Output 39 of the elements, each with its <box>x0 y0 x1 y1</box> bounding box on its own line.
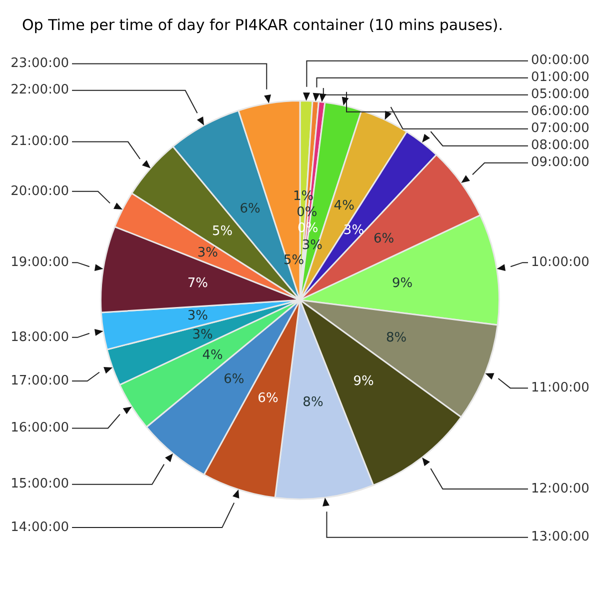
data-label: 6% <box>374 231 394 246</box>
slice-label: 11:00:00 <box>531 380 590 396</box>
data-label: 4% <box>202 348 223 363</box>
data-label: 9% <box>392 276 413 292</box>
data-label: 4% <box>334 198 354 214</box>
data-label: 6% <box>258 390 278 406</box>
slice-label: 15:00:00 <box>10 476 69 492</box>
slice-label: 06:00:00 <box>531 104 590 120</box>
slice-label: 23:00:00 <box>10 56 69 72</box>
data-label: 3% <box>187 308 208 324</box>
slice-label: 09:00:00 <box>531 155 590 170</box>
data-label: 3% <box>302 238 322 253</box>
chart-title: Op Time per time of day for PI4KAR container (10 mins pauses). <box>22 16 504 34</box>
data-label: 3% <box>197 245 218 260</box>
data-label: 5% <box>212 224 233 239</box>
slice-label: 17:00:00 <box>10 373 69 388</box>
slice-label: 20:00:00 <box>10 184 69 199</box>
slice-label: 08:00:00 <box>531 138 590 154</box>
slice-label: 07:00:00 <box>531 121 590 136</box>
slice-label: 01:00:00 <box>531 70 590 86</box>
data-label: 0% <box>296 204 318 220</box>
slice-label: 14:00:00 <box>10 520 69 535</box>
slice-label: 05:00:00 <box>531 87 590 102</box>
data-label: 6% <box>224 372 244 388</box>
data-label: 3% <box>192 327 213 342</box>
data-label: 9% <box>353 374 374 390</box>
slice-label: 18:00:00 <box>10 330 69 345</box>
slice-label: 16:00:00 <box>10 420 69 436</box>
data-label: 8% <box>302 395 324 410</box>
slice-label: 22:00:00 <box>10 82 69 98</box>
data-label: 6% <box>240 202 260 217</box>
slice-label: 12:00:00 <box>531 481 590 496</box>
slice-label: 19:00:00 <box>10 254 69 270</box>
slice-label: 21:00:00 <box>10 134 69 150</box>
data-label: 7% <box>187 276 208 292</box>
slice-label: 13:00:00 <box>531 530 590 545</box>
slice-label: 10:00:00 <box>531 254 590 270</box>
slice-label: 00:00:00 <box>531 53 590 68</box>
data-label: 8% <box>386 330 407 346</box>
